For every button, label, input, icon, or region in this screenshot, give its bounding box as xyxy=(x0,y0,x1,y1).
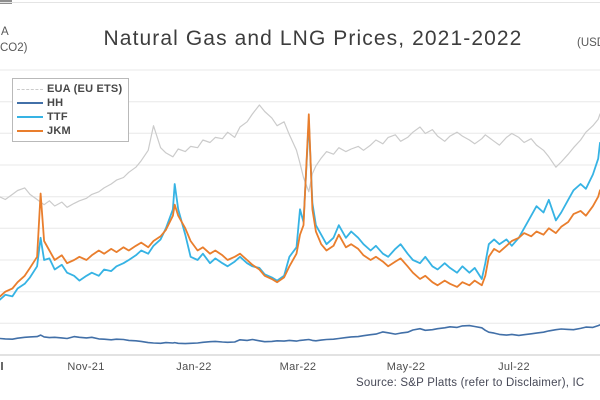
legend-swatch-hh xyxy=(17,102,43,104)
gridlines xyxy=(0,69,600,356)
right-axis-unit-label-clipped: (USD xyxy=(577,37,600,49)
legend-swatch-jkm xyxy=(17,130,43,132)
legend-swatch-ttf xyxy=(17,116,43,118)
chart-title: Natural Gas and LNG Prices, 2021-2022 xyxy=(103,27,523,50)
clipped-tick-label-fragment xyxy=(1,362,3,370)
legend-label-jkm: JKM xyxy=(47,125,71,137)
legend: EUA (EU ETS) HH TTF JKM xyxy=(12,78,129,142)
legend-label-hh: HH xyxy=(47,97,64,109)
series-line-ttf xyxy=(0,119,600,301)
x-tick-nov-21: Nov-21 xyxy=(67,361,105,373)
x-tick-mar-22: Mar-22 xyxy=(279,361,317,373)
series-line-jkm xyxy=(0,113,600,298)
source-note: Source: S&P Platts (refer to Disclaimer)… xyxy=(356,377,585,389)
top-border-line xyxy=(0,2,600,3)
legend-item-hh: HH xyxy=(15,96,126,110)
legend-label-ttf: TTF xyxy=(47,111,68,123)
legend-item-eua: EUA (EU ETS) xyxy=(15,82,126,96)
left-axis-unit-label-clipped-line2: CO2) xyxy=(0,42,28,54)
legend-item-jkm: JKM xyxy=(15,124,126,138)
legend-label-eua: EUA (EU ETS) xyxy=(47,83,123,95)
x-tick-jul-22: Jul-22 xyxy=(498,361,530,373)
series-line-eua-eu-ets xyxy=(0,104,600,208)
series-line-hh xyxy=(0,324,600,345)
legend-swatch-eua xyxy=(17,88,43,90)
x-tick-may-22: May-22 xyxy=(386,361,426,373)
x-tick-jan-22: Jan-22 xyxy=(176,361,212,373)
legend-item-ttf: TTF xyxy=(15,110,126,124)
left-axis-unit-label-clipped-line1: A xyxy=(1,26,9,38)
